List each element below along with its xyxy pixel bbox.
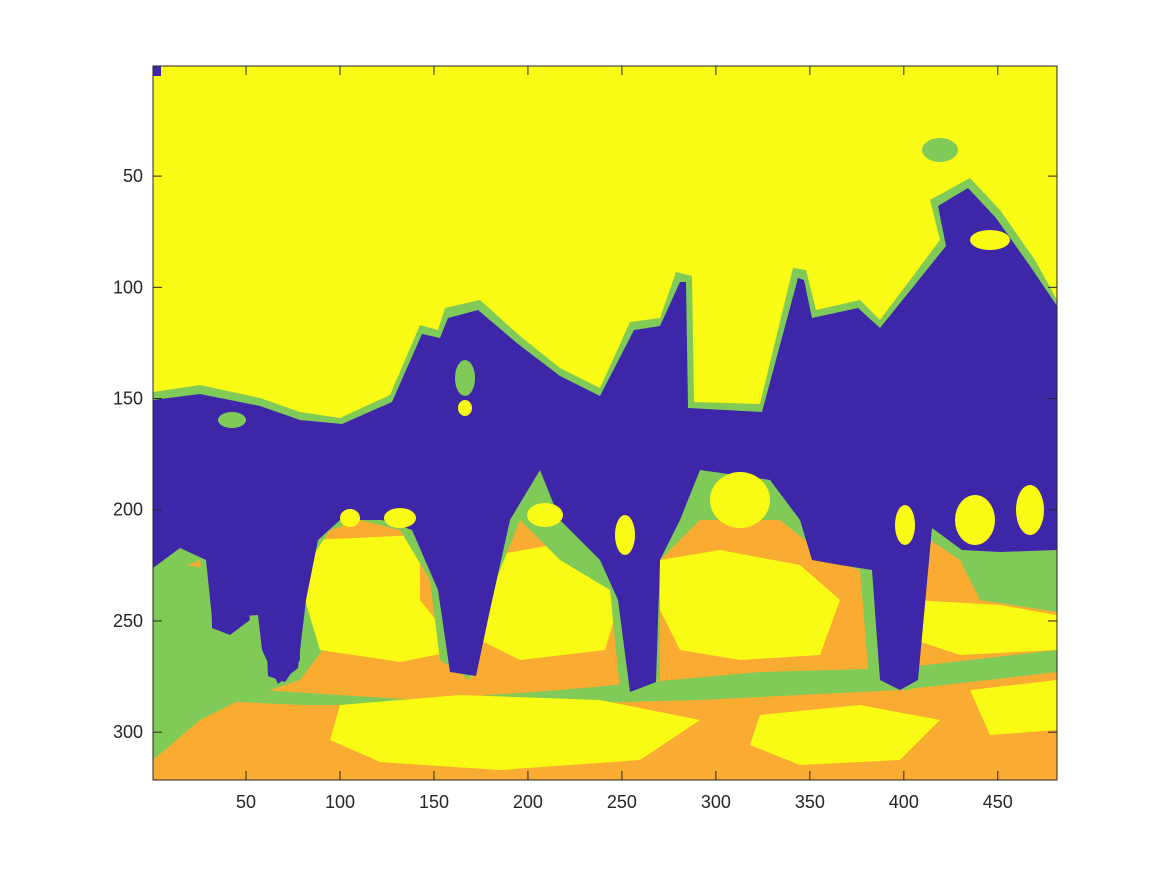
x-tick-label: 250 — [607, 792, 637, 812]
hole-12 — [922, 138, 958, 162]
y-tick-label: 200 — [113, 500, 143, 520]
silhouettes — [153, 188, 1057, 692]
ground-green-band-right — [960, 556, 1057, 612]
silhouette-leg-1 — [210, 540, 250, 635]
ground-yellow-patch-5 — [330, 695, 700, 770]
ground-yellow-patch-3 — [655, 550, 840, 660]
y-tick-label: 100 — [113, 277, 143, 297]
corner-speck — [153, 66, 161, 76]
axes-box — [152, 65, 1058, 781]
silhouette-leg-2 — [262, 530, 300, 682]
silhouette-holes — [218, 138, 1044, 555]
ground-yellow-patch-1 — [305, 535, 460, 662]
x-tick-label: 100 — [325, 792, 355, 812]
hole-7 — [895, 505, 915, 545]
ground-yellow-patch-6 — [750, 705, 940, 765]
x-tick-label: 300 — [701, 792, 731, 812]
hole-1 — [455, 360, 475, 396]
y-tick-label: 250 — [113, 611, 143, 631]
x-tick-label: 400 — [889, 792, 919, 812]
y-tick-label: 300 — [113, 722, 143, 742]
hole-13 — [970, 230, 1010, 250]
hole-6 — [710, 472, 770, 528]
y-tick-label: 50 — [123, 166, 143, 186]
image-plot-area — [153, 66, 1057, 780]
ground-yellow-patch-7 — [970, 680, 1057, 735]
x-tick-label: 50 — [236, 792, 256, 812]
ground-yellow-patch-4 — [915, 600, 1057, 655]
hole-3 — [218, 412, 246, 428]
hole-5 — [615, 515, 635, 555]
hole-9 — [1016, 485, 1044, 535]
hole-4 — [527, 503, 563, 527]
y-tick-label: 150 — [113, 389, 143, 409]
hole-2 — [458, 400, 472, 416]
silhouette-main-body — [153, 188, 1057, 692]
x-axis-ticks: 50 100 150 200 250 300 350 400 450 — [236, 66, 1013, 812]
hole-11 — [340, 509, 360, 527]
x-tick-label: 350 — [795, 792, 825, 812]
hole-8 — [955, 495, 995, 545]
x-tick-label: 450 — [983, 792, 1013, 812]
x-tick-label: 150 — [419, 792, 449, 812]
ground-green-band-bottom — [153, 650, 1057, 705]
y-axis-ticks: 50 100 150 200 250 300 — [113, 166, 1057, 742]
x-tick-label: 200 — [513, 792, 543, 812]
hole-10 — [384, 508, 416, 528]
